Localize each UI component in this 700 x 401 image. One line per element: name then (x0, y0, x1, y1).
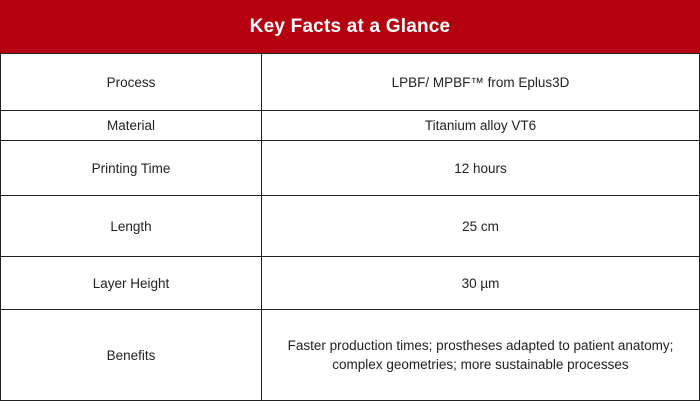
row-value-layer-height: 30 µm (261, 256, 700, 310)
row-value-printing-time: 12 hours (261, 140, 700, 196)
table-row-process: Process LPBF/ MPBF™ from Eplus3D (0, 53, 700, 111)
row-value-benefits: Faster production times; prostheses adap… (261, 309, 700, 401)
row-label-material: Material (0, 110, 262, 141)
table-row-material: Material Titanium alloy VT6 (0, 110, 700, 141)
row-label-layer-height: Layer Height (0, 256, 262, 310)
row-label-process: Process (0, 53, 262, 111)
row-label-benefits: Benefits (0, 309, 262, 401)
row-label-printing-time: Printing Time (0, 140, 262, 196)
table-row-length: Length 25 cm (0, 195, 700, 257)
table-row-layer-height: Layer Height 30 µm (0, 256, 700, 310)
row-value-material: Titanium alloy VT6 (261, 110, 700, 141)
key-facts-table: Process LPBF/ MPBF™ from Eplus3D Materia… (0, 53, 700, 401)
table-row-printing-time: Printing Time 12 hours (0, 140, 700, 196)
table-title-bar: Key Facts at a Glance (0, 0, 700, 53)
table-title: Key Facts at a Glance (249, 15, 451, 37)
row-label-length: Length (0, 195, 262, 257)
table-row-benefits: Benefits Faster production times; prosth… (0, 309, 700, 401)
row-value-length: 25 cm (261, 195, 700, 257)
row-value-process: LPBF/ MPBF™ from Eplus3D (261, 53, 700, 111)
